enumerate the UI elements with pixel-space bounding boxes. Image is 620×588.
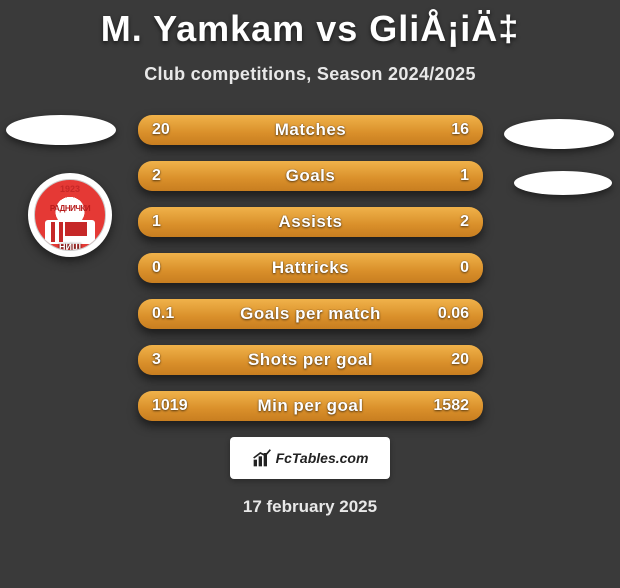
stat-rows: 20Matches16 2Goals1 1Assists2 0Hattricks0 0.… xyxy=(138,115,483,421)
club-badge-inner: 1923 РАДНИЧКИ НИШ xyxy=(34,179,106,251)
stat-label: Goals per match xyxy=(138,304,483,324)
player-left-oval xyxy=(6,115,116,145)
stat-row: 0.1Goals per match0.06 xyxy=(138,299,483,329)
stat-label: Hattricks xyxy=(138,258,483,278)
stat-label: Shots per goal xyxy=(138,350,483,370)
brand-text: FcTables.com xyxy=(276,450,369,466)
brand-box[interactable]: FcTables.com xyxy=(230,437,390,479)
player-right-oval xyxy=(504,119,614,149)
bar-chart-icon xyxy=(252,448,272,468)
club-badge-left: 1923 РАДНИЧКИ НИШ xyxy=(28,173,112,257)
comparison-subtitle: Club competitions, Season 2024/2025 xyxy=(0,64,620,85)
badge-building xyxy=(45,220,95,244)
stat-label: Goals xyxy=(138,166,483,186)
player-right-oval-2 xyxy=(514,171,612,195)
stat-row: 1019Min per goal1582 xyxy=(138,391,483,421)
comparison-stage: 1923 РАДНИЧКИ НИШ 20Matches16 2Goals1 1Ass… xyxy=(0,115,620,421)
stat-row: 1Assists2 xyxy=(138,207,483,237)
badge-mid-text: РАДНИЧКИ xyxy=(35,204,105,213)
comparison-date: 17 february 2025 xyxy=(0,497,620,517)
stat-row: 2Goals1 xyxy=(138,161,483,191)
stat-row: 20Matches16 xyxy=(138,115,483,145)
stat-label: Matches xyxy=(138,120,483,140)
stat-label: Assists xyxy=(138,212,483,232)
badge-towers xyxy=(65,222,87,236)
badge-bottom-text: НИШ xyxy=(35,242,105,251)
stat-row: 3Shots per goal20 xyxy=(138,345,483,375)
comparison-title: M. Yamkam vs GliÅ¡iÄ‡ xyxy=(0,8,620,50)
badge-year: 1923 xyxy=(35,184,105,194)
stat-row: 0Hattricks0 xyxy=(138,253,483,283)
stat-label: Min per goal xyxy=(138,396,483,416)
